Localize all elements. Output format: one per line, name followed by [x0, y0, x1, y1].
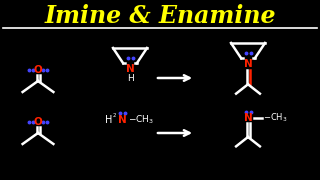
Text: H: H: [127, 74, 133, 83]
Text: O: O: [34, 65, 42, 75]
Text: N: N: [126, 64, 134, 74]
Text: Imine & Enamine: Imine & Enamine: [44, 4, 276, 28]
Text: N: N: [118, 115, 126, 125]
Text: $_2$: $_2$: [112, 111, 117, 120]
Text: N: N: [244, 59, 252, 69]
Text: H: H: [105, 115, 112, 125]
Text: N: N: [244, 113, 252, 123]
Text: $-$CH$_3$: $-$CH$_3$: [128, 114, 154, 126]
Text: O: O: [34, 117, 42, 127]
Text: $-$CH$_3$: $-$CH$_3$: [263, 112, 288, 124]
